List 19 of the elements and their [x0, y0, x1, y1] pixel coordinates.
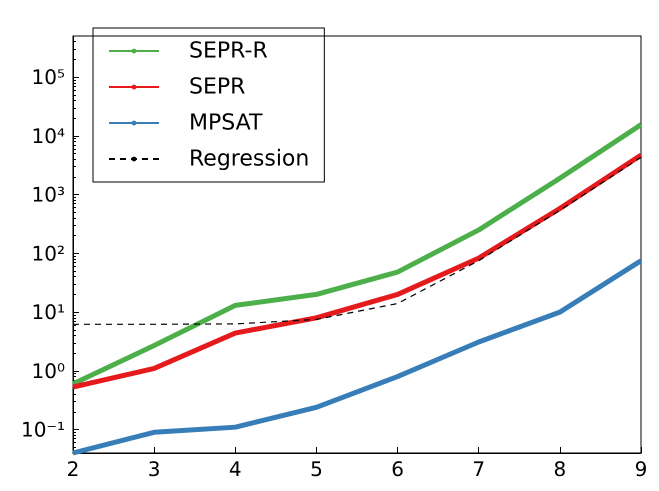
y-tick-label: 10¹ [32, 300, 65, 324]
y-tick-label: 10⁰ [32, 358, 65, 383]
x-tick-label: 2 [66, 457, 80, 481]
y-tick-label: 10³ [32, 182, 65, 207]
legend-label: SEPR-R [189, 38, 268, 64]
x-tick-label: 6 [391, 457, 404, 481]
y-tick-label: 10² [32, 241, 65, 266]
x-tick-label: 4 [228, 457, 242, 481]
x-tick-label: 7 [472, 457, 486, 481]
y-tick-label: 10⁻¹ [20, 418, 65, 442]
x-tick-label: 8 [553, 457, 566, 481]
x-tick-label: 9 [634, 457, 648, 481]
y-tick-label: 10⁵ [32, 65, 65, 90]
legend-label: SEPR [189, 74, 246, 100]
x-tick-label: 3 [148, 457, 161, 481]
legend-label: Regression [189, 146, 310, 172]
legend-label: MPSAT [189, 110, 263, 136]
y-tick-label: 10⁴ [32, 124, 65, 148]
x-tick-label: 5 [310, 457, 323, 481]
